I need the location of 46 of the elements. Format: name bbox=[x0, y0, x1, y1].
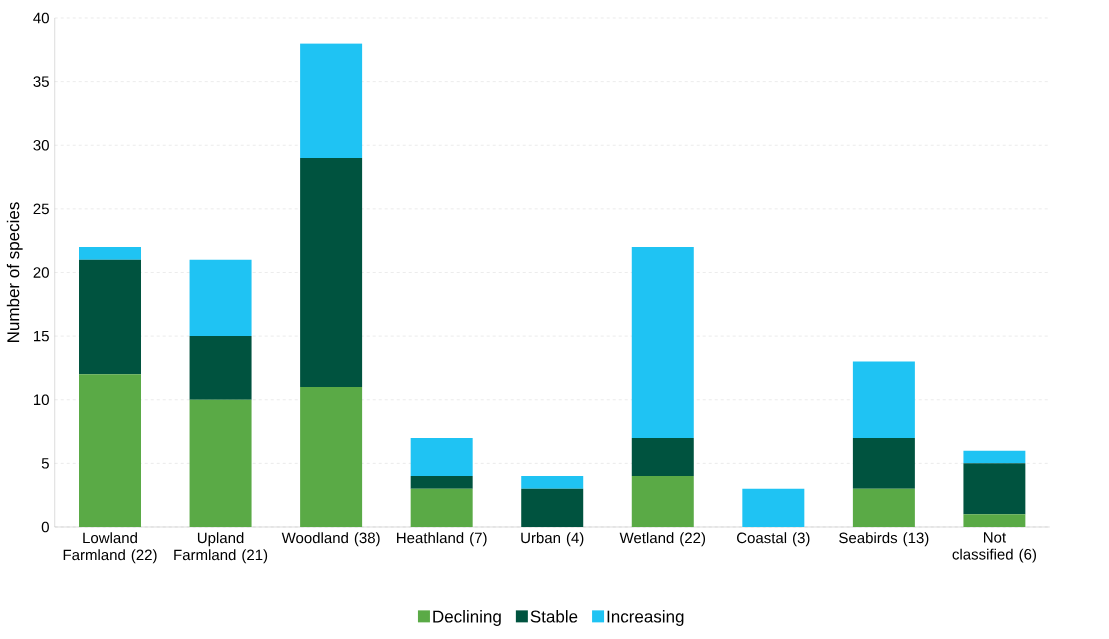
bar bbox=[963, 514, 1026, 527]
x-tick-label: Woodland (38) bbox=[281, 532, 380, 547]
y-tick-label: 25 bbox=[33, 203, 49, 215]
bar bbox=[852, 488, 915, 527]
bar bbox=[79, 259, 142, 375]
bar bbox=[79, 374, 142, 527]
bar bbox=[631, 476, 694, 527]
bar bbox=[189, 336, 252, 400]
bar bbox=[521, 488, 584, 527]
bar bbox=[79, 247, 142, 260]
legend-label: Declining bbox=[433, 610, 501, 626]
bar bbox=[963, 450, 1026, 464]
bar bbox=[410, 488, 473, 527]
y-tick-label: 0 bbox=[41, 521, 49, 533]
y-tick-label: 30 bbox=[33, 139, 49, 151]
bar bbox=[521, 476, 584, 489]
bar bbox=[852, 437, 915, 489]
legend-label: Stable bbox=[530, 610, 578, 623]
bar bbox=[631, 247, 694, 438]
y-tick-label: 20 bbox=[33, 267, 49, 278]
y-tick-label: 35 bbox=[33, 76, 49, 87]
bar bbox=[410, 476, 473, 489]
bar bbox=[300, 387, 363, 527]
y-tick-label: 5 bbox=[41, 458, 49, 469]
x-tick-label: Heathland (7) bbox=[397, 532, 487, 547]
y-tick-label: 40 bbox=[33, 12, 49, 24]
y-axis-title: Number of species bbox=[6, 202, 23, 342]
bar bbox=[852, 361, 915, 438]
x-tick-label: Lowland Farmland (22) bbox=[63, 532, 157, 564]
bar bbox=[631, 437, 694, 477]
x-tick-label: Urban (4) bbox=[521, 532, 584, 547]
y-tick-label: 10 bbox=[33, 394, 49, 406]
bar bbox=[189, 399, 252, 527]
bar bbox=[410, 437, 473, 477]
legend-label: Increasing bbox=[607, 610, 684, 626]
x-tick-label: Wetland (22) bbox=[619, 532, 706, 547]
x-tick-label: Coastal (3) bbox=[737, 532, 810, 547]
x-tick-label: Not classified (6) bbox=[952, 532, 1036, 563]
y-tick-label: 15 bbox=[33, 330, 49, 342]
bar bbox=[963, 463, 1026, 515]
bar bbox=[300, 43, 363, 158]
x-tick-label: Seabirds (13) bbox=[839, 532, 929, 547]
bar bbox=[300, 157, 363, 388]
x-tick-label: Upland Farmland (21) bbox=[174, 532, 268, 564]
bar bbox=[189, 259, 252, 337]
bar bbox=[742, 488, 805, 527]
